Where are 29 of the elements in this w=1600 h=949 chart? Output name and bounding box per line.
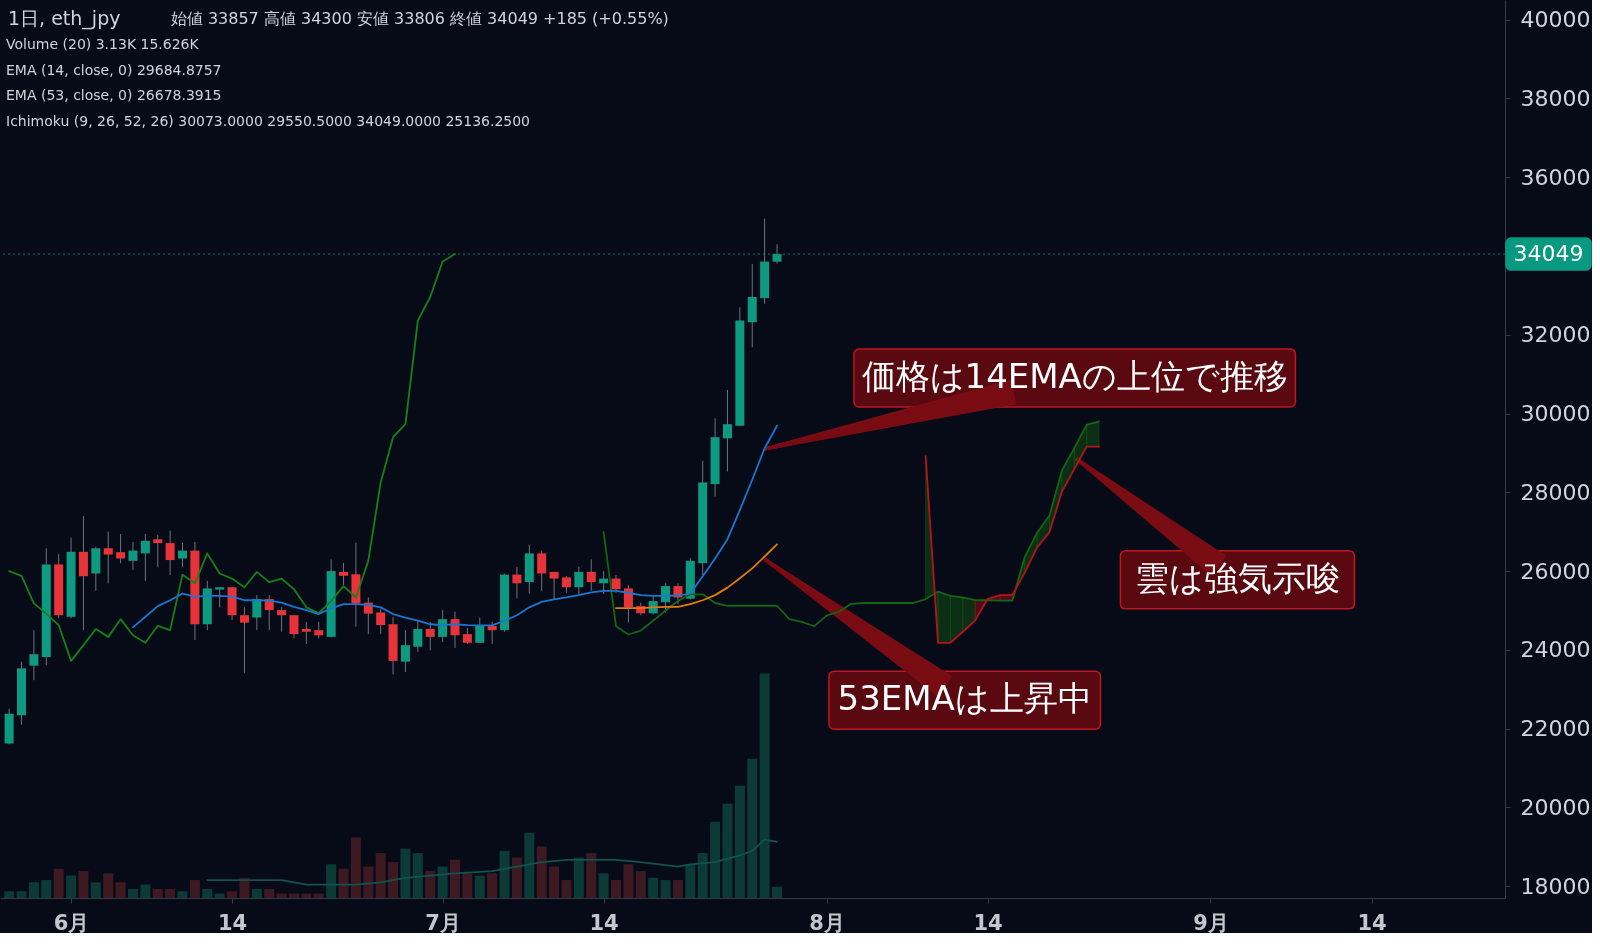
ref-line-label: 34049 [1513,241,1584,267]
annotation: Ichimoku (9, 26, 52, 26) 30073.0000 29550.5000 34049.0000 25136.2500 [6,112,531,129]
y-tick-label: 22000 [1520,716,1591,742]
y-tick-label: 36000 [1520,164,1591,190]
y-tick-label: 38000 [1520,85,1591,111]
y-tick-label: 24000 [1520,637,1591,663]
x-tick-label: 7月 [425,910,461,935]
y-tick-label: 32000 [1520,322,1591,348]
chart-title: 1日, eth_jpy [8,7,121,30]
x-tick-label: 8月 [809,910,845,935]
y-tick-label: 28000 [1520,479,1591,505]
annotation: EMA (53, close, 0) 26678.3915 [6,87,222,103]
annotation: Volume (20) 3.13K 15.626K [6,36,200,52]
x-tick-label: 14 [217,910,248,935]
annotation: 53EMAは上昇中 [837,678,1092,719]
x-tick-label: 14 [589,910,619,935]
annotation: 始値 33857 高値 34300 安値 33806 終値 34049 +185 (+0.55%) [170,9,669,28]
y-tick-label: 26000 [1520,558,1591,584]
y-tick-label: 30000 [1520,401,1591,427]
x-tick-label: 14 [973,910,1003,935]
annotation: 雲は強気示唆 [1134,557,1340,598]
annotation: 価格は14EMAの上位で推移 [861,356,1288,396]
y-tick-label: 18000 [1520,873,1591,899]
x-tick-label: 6月 [53,910,90,935]
x-tick-label: 14 [1357,910,1387,935]
y-tick-label: 20000 [1520,794,1591,820]
x-tick-label: 9月 [1193,910,1229,935]
annotation: EMA (14, close, 0) 29684.8757 [6,61,222,78]
y-tick-label: 40000 [1520,7,1591,33]
